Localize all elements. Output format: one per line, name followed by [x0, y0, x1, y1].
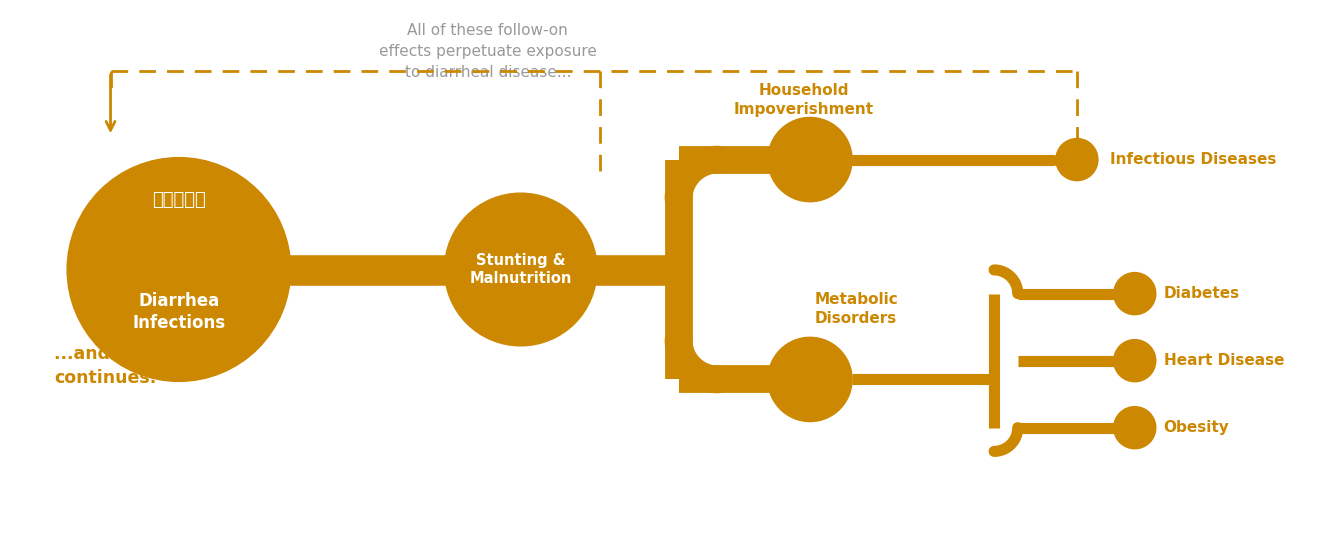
Text: Metabolic
Disorders: Metabolic Disorders — [814, 292, 898, 326]
Ellipse shape — [767, 337, 852, 421]
Ellipse shape — [1114, 340, 1156, 382]
Text: 🚶🚶🚶🚶🚶: 🚶🚶🚶🚶🚶 — [152, 191, 206, 209]
Text: Infectious Diseases: Infectious Diseases — [1110, 152, 1277, 167]
Ellipse shape — [67, 157, 291, 382]
Ellipse shape — [767, 118, 852, 202]
Text: Diabetes: Diabetes — [1164, 286, 1240, 301]
Text: Diarrhea
Infections: Diarrhea Infections — [132, 292, 225, 333]
Text: ...and the cycle
continues.: ...and the cycle continues. — [54, 345, 204, 387]
Ellipse shape — [1114, 273, 1156, 315]
Ellipse shape — [445, 193, 597, 346]
Ellipse shape — [1114, 406, 1156, 449]
Text: Stunting &
Malnutrition: Stunting & Malnutrition — [470, 253, 572, 286]
Text: Obesity: Obesity — [1164, 420, 1229, 435]
Text: Heart Disease: Heart Disease — [1164, 353, 1285, 368]
Text: Household
Impoverishment: Household Impoverishment — [733, 83, 873, 116]
Text: All of these follow-on
effects perpetuate exposure
to diarrheal disease...: All of these follow-on effects perpetuat… — [378, 23, 597, 80]
Ellipse shape — [1056, 139, 1098, 181]
